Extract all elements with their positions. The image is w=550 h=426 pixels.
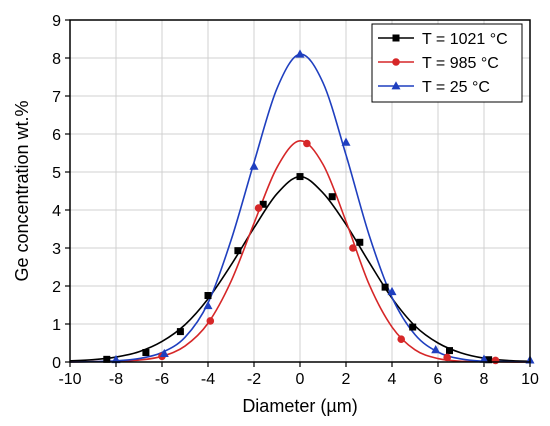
data-point-square [446,347,453,355]
y-tick-label: 7 [52,89,61,106]
x-tick-label: -8 [109,371,123,388]
data-point-circle [349,244,357,252]
data-point-square [204,292,212,299]
series-line-1 [69,140,531,363]
data-point-square [176,328,184,336]
legend-marker-circle [392,58,400,66]
x-tick-label: 0 [296,371,305,388]
data-point-circle [254,204,263,212]
y-tick-label: 4 [52,203,61,220]
data-point-square [142,349,150,356]
y-tick-label: 2 [52,279,61,296]
data-point-triangle [431,345,441,354]
x-tick-label: -6 [155,371,169,388]
data-point-triangle [341,137,351,146]
x-axis-label: Diameter (µm) [242,396,357,416]
y-tick-label: 6 [52,127,61,144]
data-point-triangle [249,161,259,170]
y-tick-label: 0 [52,355,61,372]
data-point-square [103,355,111,363]
x-tick-label: 6 [434,371,443,388]
data-point-triangle [295,49,305,58]
legend-entry-label: T = 985 °C [422,55,499,72]
tick-layer: -10 -8 -6 -4 -2 0 2 4 6 8 10 0 1 2 3 4 5 6 7 8 9 [52,13,539,388]
data-point-square [485,356,493,364]
data-point-square [356,238,364,246]
x-tick-label: 4 [388,371,397,388]
marker-layer [103,49,535,365]
data-point-square [381,283,389,291]
data-point-triangle [479,354,489,363]
data-point-circle [443,353,452,362]
data-point-square [296,173,304,181]
x-tick-label: -4 [201,371,215,388]
x-tick-label: -2 [247,371,261,388]
x-tick-label: 8 [480,371,489,388]
y-axis-label: Ge concentration wt.% [12,100,32,281]
y-tick-label: 5 [52,165,61,182]
y-tick-label: 3 [52,241,61,258]
data-point-triangle [203,300,213,310]
data-point-circle [206,317,215,325]
data-point-triangle [387,286,397,296]
x-tick-label: 10 [521,371,539,388]
y-tick-label: 8 [52,51,61,68]
data-point-circle [491,356,500,365]
legend-entry-label: T = 1021 °C [422,31,508,48]
data-point-circle [397,335,406,344]
legend-entry-label: T = 25 °C [422,79,490,96]
legend-marker-square [392,34,400,42]
data-point-triangle [159,348,169,358]
data-point-square [409,323,417,331]
y-tick-label: 1 [52,317,61,334]
x-tick-label: -10 [58,371,81,388]
data-point-square [234,247,242,255]
data-point-circle [303,139,311,148]
data-point-square [328,193,336,201]
legend-marker-triangle [391,81,401,90]
data-point-square [259,200,267,208]
x-tick-label: 2 [342,371,351,388]
y-tick-label: 9 [52,13,61,30]
legend: T = 1021 °C T = 985 °C T = 25 °C [371,23,523,103]
data-point-triangle [111,354,121,364]
